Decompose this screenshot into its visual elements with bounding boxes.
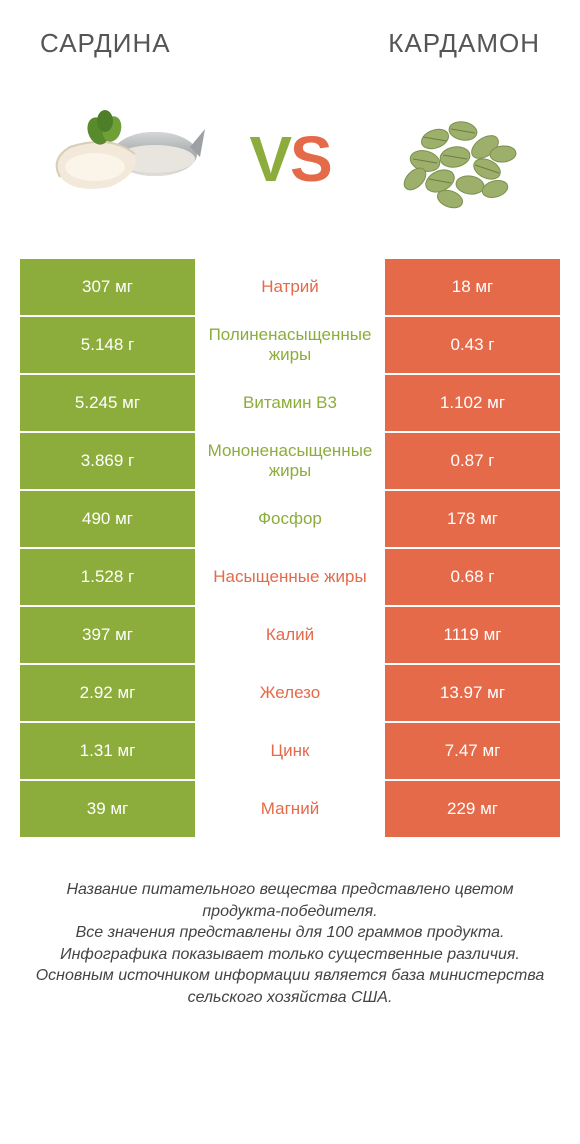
nutrient-label: Магний — [195, 781, 385, 837]
nutrient-label: Мононенасыщенные жиры — [195, 433, 385, 489]
value-left: 5.148 г — [20, 317, 195, 373]
sardine-image — [40, 99, 205, 219]
nutrient-label: Калий — [195, 607, 385, 663]
comparison-table: 307 мгНатрий18 мг5.148 гПолиненасыщенные… — [0, 259, 580, 837]
hero-row: VS — [0, 69, 580, 259]
nutrient-label: Железо — [195, 665, 385, 721]
value-right: 0.43 г — [385, 317, 560, 373]
value-right: 1.102 мг — [385, 375, 560, 431]
value-left: 3.869 г — [20, 433, 195, 489]
table-row: 5.245 мгВитамин B31.102 мг — [20, 375, 560, 431]
table-row: 1.31 мгЦинк7.47 мг — [20, 723, 560, 779]
value-left: 490 мг — [20, 491, 195, 547]
value-right: 18 мг — [385, 259, 560, 315]
table-row: 2.92 мгЖелезо13.97 мг — [20, 665, 560, 721]
table-row: 39 мгМагний229 мг — [20, 781, 560, 837]
nutrient-label: Полиненасыщенные жиры — [195, 317, 385, 373]
cardamom-image — [375, 99, 540, 219]
value-right: 0.68 г — [385, 549, 560, 605]
value-left: 397 мг — [20, 607, 195, 663]
value-left: 307 мг — [20, 259, 195, 315]
footer-line: Все значения представлены для 100 граммо… — [28, 922, 552, 944]
table-row: 307 мгНатрий18 мг — [20, 259, 560, 315]
header: САРДИНА КАРДАМОН — [0, 0, 580, 69]
value-right: 1119 мг — [385, 607, 560, 663]
nutrient-label: Цинк — [195, 723, 385, 779]
value-right: 178 мг — [385, 491, 560, 547]
vs-s: S — [290, 123, 331, 195]
table-row: 5.148 гПолиненасыщенные жиры0.43 г — [20, 317, 560, 373]
vs-v: V — [249, 123, 290, 195]
footer-line: Основным источником информации является … — [28, 965, 552, 1008]
value-right: 229 мг — [385, 781, 560, 837]
table-row: 1.528 гНасыщенные жиры0.68 г — [20, 549, 560, 605]
value-right: 13.97 мг — [385, 665, 560, 721]
nutrient-label: Фосфор — [195, 491, 385, 547]
footer-line: Название питательного вещества представл… — [28, 879, 552, 922]
value-right: 7.47 мг — [385, 723, 560, 779]
footer-notes: Название питательного вещества представл… — [0, 839, 580, 1029]
value-left: 1.31 мг — [20, 723, 195, 779]
title-right: КАРДАМОН — [388, 28, 540, 59]
table-row: 490 мгФосфор178 мг — [20, 491, 560, 547]
footer-line: Инфографика показывает только существенн… — [28, 944, 552, 966]
value-left: 2.92 мг — [20, 665, 195, 721]
nutrient-label: Витамин B3 — [195, 375, 385, 431]
value-left: 5.245 мг — [20, 375, 195, 431]
nutrient-label: Насыщенные жиры — [195, 549, 385, 605]
value-right: 0.87 г — [385, 433, 560, 489]
nutrient-label: Натрий — [195, 259, 385, 315]
vs-label: VS — [249, 122, 330, 196]
title-left: САРДИНА — [40, 28, 171, 59]
value-left: 39 мг — [20, 781, 195, 837]
table-row: 397 мгКалий1119 мг — [20, 607, 560, 663]
table-row: 3.869 гМононенасыщенные жиры0.87 г — [20, 433, 560, 489]
value-left: 1.528 г — [20, 549, 195, 605]
